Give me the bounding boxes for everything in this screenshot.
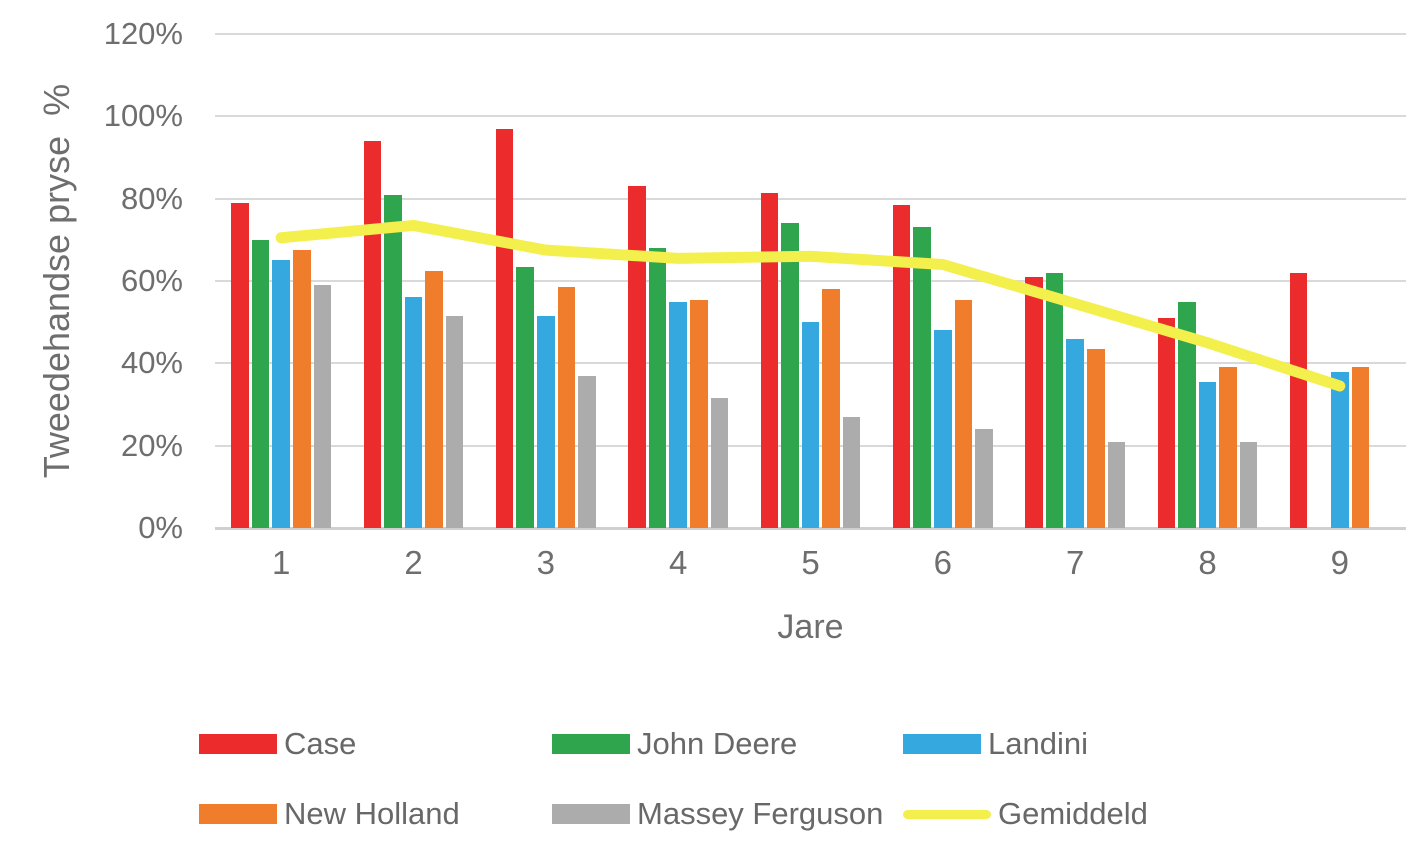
bar-landini-year-6 <box>934 330 952 528</box>
bar-new-holland-year-6 <box>954 299 973 528</box>
bar-case-year-9 <box>1289 272 1308 528</box>
bar-new-holland-year-2 <box>425 270 443 528</box>
bar-massey-ferguson-year-3 <box>578 375 596 528</box>
bar-landini-year-9 <box>1331 371 1349 528</box>
x-axis-baseline <box>215 527 1406 530</box>
bar-massey-ferguson-year-8 <box>1239 441 1258 528</box>
bar-case-year-8 <box>1157 318 1176 528</box>
bar-landini-year-2 <box>404 297 423 528</box>
legend-swatch-case <box>199 734 277 754</box>
bar-john-deere-year-4 <box>648 248 667 528</box>
legend-label: John Deere <box>637 726 798 761</box>
bar-new-holland-year-4 <box>690 299 708 528</box>
bar-new-holland-year-7 <box>1087 348 1105 528</box>
bar-landini-year-8 <box>1198 381 1217 528</box>
legend-swatch-new-holland <box>199 804 277 824</box>
bar-john-deere-year-1 <box>251 239 270 528</box>
x-tick-label: 9 <box>1330 544 1349 581</box>
legend-swatch-massey-ferguson <box>552 804 630 824</box>
bar-massey-ferguson-year-1 <box>313 285 332 528</box>
bar-new-holland-year-5 <box>822 289 840 528</box>
legend-swatch-gemiddeld <box>903 809 991 819</box>
bar-new-holland-year-9 <box>1351 367 1370 528</box>
bar-massey-ferguson-year-4 <box>710 398 729 528</box>
x-tick-label: 2 <box>404 544 423 581</box>
bar-landini-year-3 <box>537 316 555 528</box>
gridline <box>215 33 1406 35</box>
x-tick-label: 5 <box>801 544 820 581</box>
bar-massey-ferguson-year-6 <box>975 429 993 528</box>
bar-landini-year-1 <box>272 260 290 528</box>
y-tick-label: 20% <box>120 427 183 463</box>
gridline <box>215 197 1406 200</box>
gridline <box>215 115 1406 118</box>
legend-item-landini: Landini <box>903 726 1088 761</box>
y-tick-label: 120% <box>103 16 183 51</box>
bar-case-year-4 <box>628 186 646 528</box>
x-tick-label: 8 <box>1198 544 1217 581</box>
x-tick-label: 6 <box>933 544 952 581</box>
legend-label: Massey Ferguson <box>637 796 884 831</box>
bar-john-deere-year-3 <box>516 266 534 528</box>
bar-john-deere-year-6 <box>913 227 931 528</box>
bar-massey-ferguson-year-5 <box>842 416 861 528</box>
bar-landini-year-7 <box>1066 338 1084 528</box>
bar-case-year-2 <box>363 141 382 528</box>
y-tick-label: 0% <box>138 510 183 545</box>
bar-landini-year-4 <box>669 301 687 528</box>
bar-john-deere-year-8 <box>1178 301 1196 528</box>
y-tick-label: 60% <box>120 263 183 298</box>
legend-label: Gemiddeld <box>998 796 1148 831</box>
bar-landini-year-5 <box>801 322 820 528</box>
legend-label: New Holland <box>284 796 460 831</box>
bar-new-holland-year-8 <box>1219 367 1237 528</box>
bar-new-holland-year-1 <box>293 250 311 528</box>
x-axis-tick-labels: 1 2 3 4 5 6 7 8 9 <box>215 544 1406 586</box>
legend-label: Landini <box>988 726 1088 761</box>
bar-case-year-6 <box>892 204 911 528</box>
bar-john-deere-year-7 <box>1045 272 1064 528</box>
bar-case-year-1 <box>231 202 249 528</box>
y-tick-label: 40% <box>120 345 183 381</box>
y-tick-label: 80% <box>120 180 183 216</box>
legend-item-gemiddeld: Gemiddeld <box>903 796 1148 831</box>
bar-case-year-3 <box>495 128 514 528</box>
x-tick-label: 7 <box>1065 544 1085 581</box>
legend-label: Case <box>284 726 357 761</box>
legend-swatch-john-deere <box>552 734 630 754</box>
bar-john-deere-year-2 <box>384 194 402 528</box>
bar-massey-ferguson-year-2 <box>445 316 464 528</box>
y-axis-tick-labels: 0% 20% 40% 60% 80% 100% 120% <box>0 16 183 545</box>
plot-area <box>215 33 1406 530</box>
bar-case-year-7 <box>1025 276 1043 528</box>
x-tick-label: 1 <box>271 544 291 581</box>
bar-john-deere-year-5 <box>781 223 799 528</box>
legend-item-massey-ferguson: Massey Ferguson <box>552 796 884 831</box>
bar-new-holland-year-3 <box>557 287 576 528</box>
y-tick-label: 100% <box>103 98 183 134</box>
bar-massey-ferguson-year-7 <box>1107 441 1126 528</box>
bar-case-year-5 <box>760 192 779 528</box>
x-axis-title: Jare <box>777 608 844 646</box>
legend-item-john-deere: John Deere <box>552 726 798 761</box>
x-tick-label: 4 <box>668 544 688 581</box>
legend-item-case: Case <box>199 726 357 761</box>
legend-swatch-landini <box>903 734 981 754</box>
x-tick-label: 3 <box>536 544 555 581</box>
legend-item-new-holland: New Holland <box>199 796 460 831</box>
